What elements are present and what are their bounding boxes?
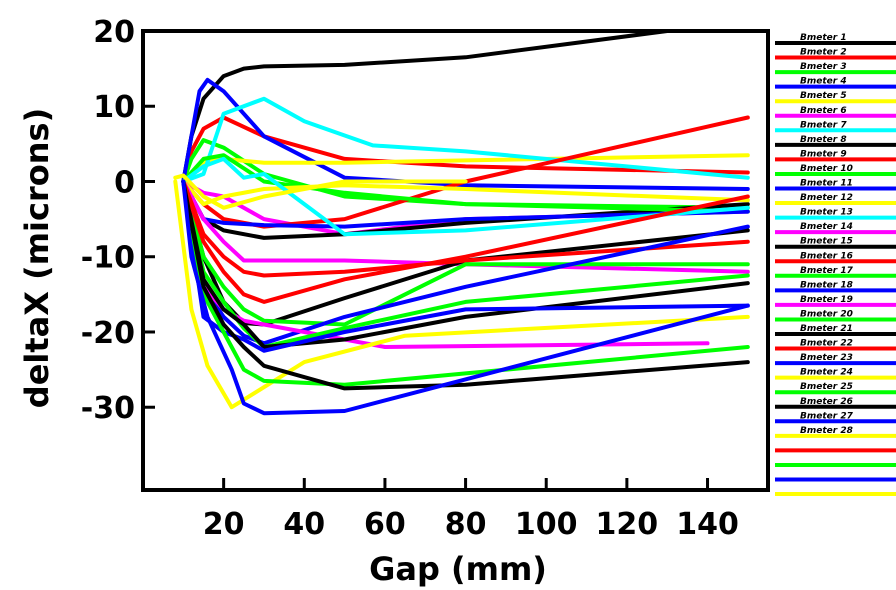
legend-label: Bmeter 8 [800, 135, 847, 145]
series-line-17 [181, 179, 750, 327]
series-line-2 [181, 115, 750, 184]
series-line-25 [181, 179, 750, 387]
legend-label: Bmeter 11 [800, 179, 853, 189]
series-line-21 [181, 179, 750, 349]
series-line-27 [181, 179, 750, 416]
legend-label: Bmeter 27 [800, 411, 854, 421]
legend-label: Bmeter 14 [800, 222, 853, 232]
x-tick-label: 60 [364, 507, 406, 542]
legend-label: Bmeter 4 [800, 77, 847, 87]
legend-label: Bmeter 22 [800, 339, 853, 349]
legend-label: Bmeter 20 [800, 309, 853, 319]
y-axis-title: deltaX (microns) [18, 108, 56, 408]
series-line-12 [181, 179, 750, 207]
series-line-13 [181, 156, 750, 237]
x-tick-label: 100 [515, 507, 578, 542]
legend-label: Bmeter 24 [800, 368, 853, 378]
legend-label: Bmeter 17 [800, 266, 854, 276]
legend-label: Bmeter 23 [800, 353, 853, 363]
legend-label: Bmeter 28 [800, 426, 853, 436]
legend-label: Bmeter 10 [800, 164, 853, 174]
legend-label: Bmeter 19 [800, 295, 853, 305]
legend-label: Bmeter 5 [800, 91, 847, 101]
x-tick-label: 120 [596, 507, 659, 542]
legend-label: Bmeter 1 [800, 33, 847, 43]
series-line-10 [181, 153, 750, 214]
series-layer [173, 31, 750, 416]
legend-label: Bmeter 21 [800, 324, 853, 334]
legend-label: Bmeter 7 [800, 120, 847, 130]
y-tick-label: 0 [114, 165, 135, 200]
x-tick-label: 140 [676, 507, 739, 542]
legend-label: Bmeter 9 [800, 149, 847, 159]
legend-label: Bmeter 25 [800, 382, 853, 392]
legend-label: Bmeter 2 [800, 48, 847, 58]
series-line-22 [181, 179, 750, 304]
legend-label: Bmeter 3 [800, 62, 847, 72]
legend-label: Bmeter 12 [800, 193, 853, 203]
x-axis-title: Gap (mm) [369, 550, 547, 588]
series-line-24 [173, 179, 750, 410]
x-tick-label: 80 [445, 507, 487, 542]
legend-label: Bmeter 6 [800, 106, 847, 116]
x-tick-label: 40 [283, 507, 325, 542]
legend-label: Bmeter 18 [800, 280, 853, 290]
series-line-5 [181, 153, 750, 184]
plot-frame [141, 29, 770, 492]
legend-label: Bmeter 26 [800, 397, 853, 407]
legend-label: Bmeter 13 [800, 208, 853, 218]
legend: Bmeter 1 Bmeter 2 Bmeter 3 Bmeter 4 Bmeter 5… [775, 33, 896, 497]
legend-label: Bmeter 15 [800, 237, 853, 247]
series-line-28 [173, 173, 468, 210]
y-tick-label: -30 [81, 391, 135, 426]
y-tick-label: 10 [93, 90, 135, 125]
y-tick-label: -10 [81, 241, 135, 276]
y-tick-label: -20 [81, 316, 135, 351]
y-tick-label: 20 [93, 15, 135, 50]
legend-label: Bmeter 16 [800, 251, 853, 261]
x-tick-label: 20 [203, 507, 245, 542]
